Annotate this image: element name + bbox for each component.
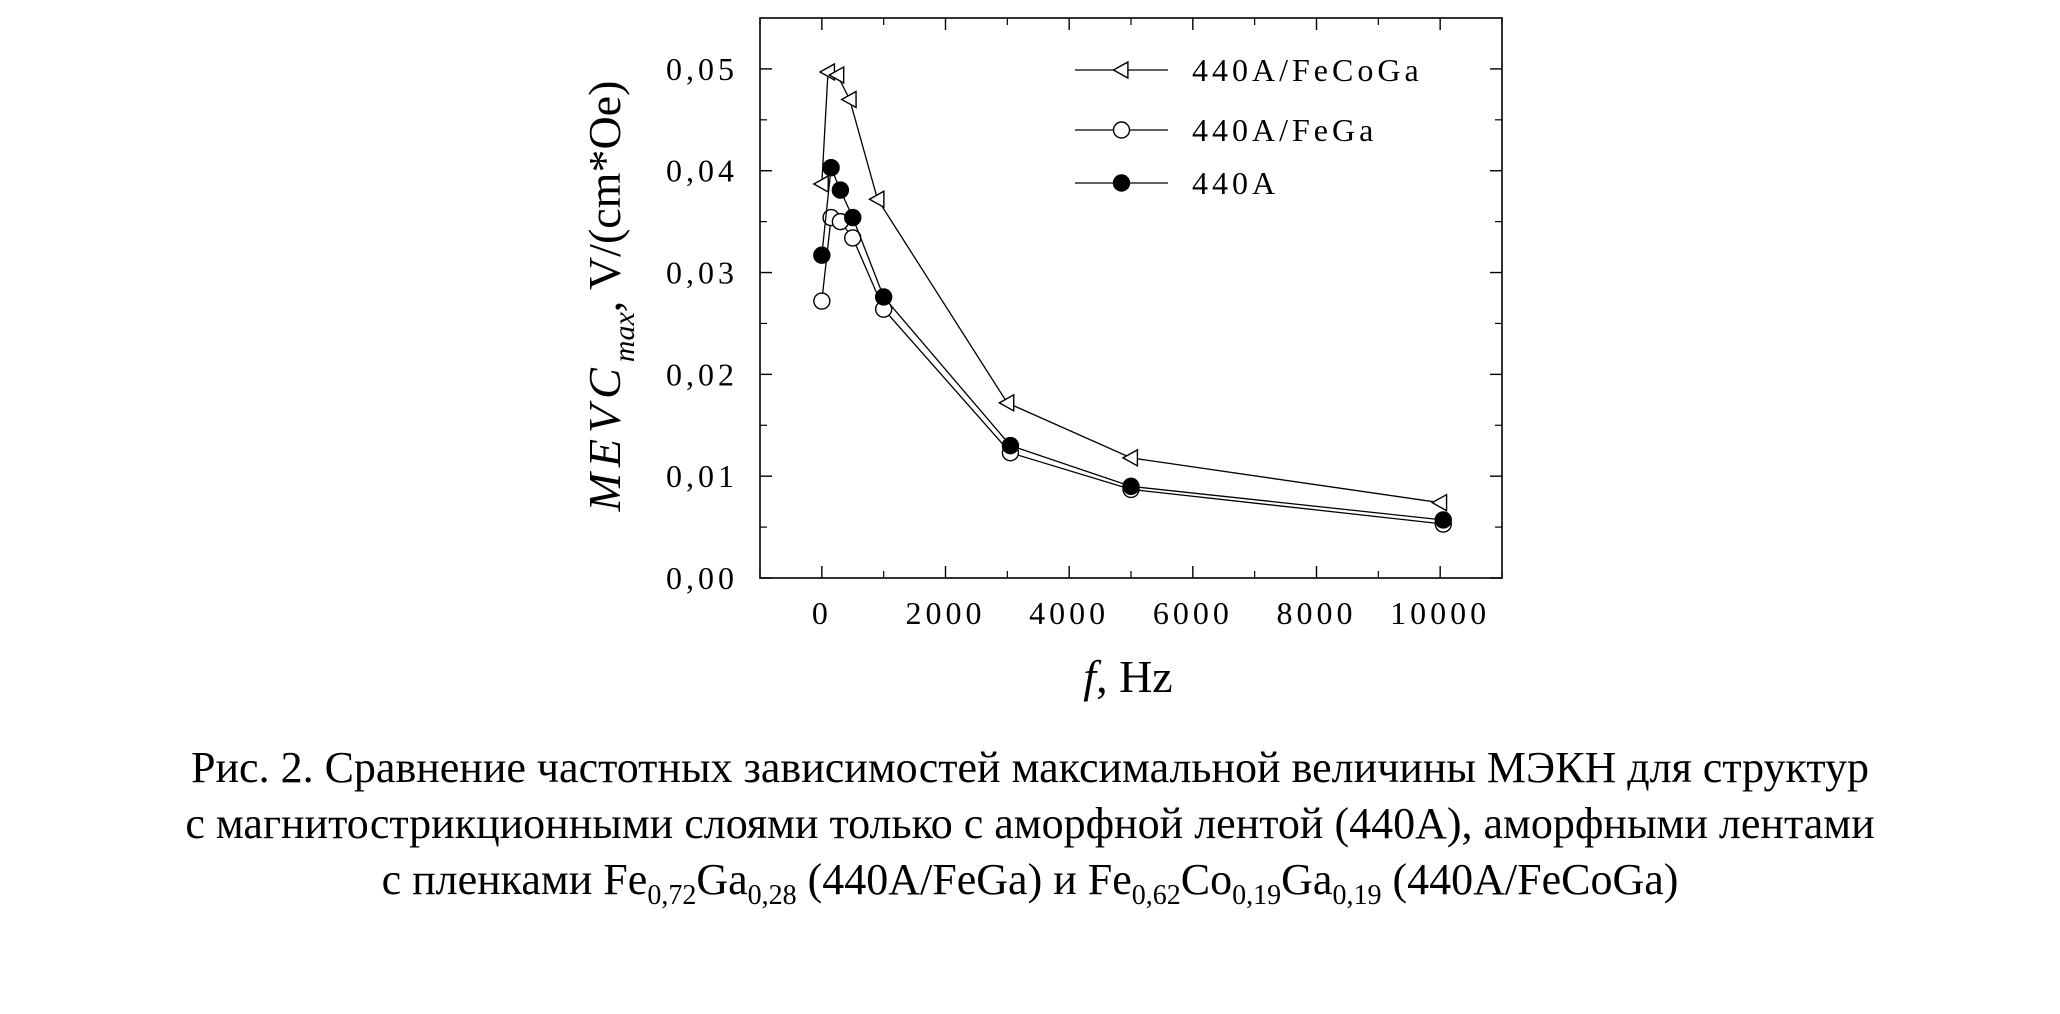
- chart: 0 2000 4000 6000 8000 10000 0,00 0,01 0,02 0,03 0,…: [579, 17, 1503, 702]
- caption-line-1: Рис. 2. Сравнение частотных зависимостей…: [191, 743, 1869, 792]
- x-tick-label: 4000: [1029, 595, 1109, 631]
- y-tick-label: 0,05: [666, 51, 738, 87]
- legend-label: 440A/FeGa: [1192, 112, 1377, 148]
- legend-label: 440A: [1192, 165, 1279, 201]
- x-tick-label: 8000: [1277, 595, 1357, 631]
- x-axis-title: f, Hz: [1083, 651, 1172, 702]
- data-series: [812, 62, 1452, 533]
- data-point: [1430, 493, 1448, 512]
- y-tick-label: 0,04: [666, 153, 738, 189]
- legend-label: 440A/FeCoGa: [1192, 52, 1423, 88]
- data-point: [874, 288, 893, 306]
- y-tick-label: 0,01: [666, 458, 738, 494]
- data-point: [813, 246, 831, 264]
- legend-marker: [1112, 174, 1131, 192]
- data-point: [844, 208, 862, 227]
- data-point: [1434, 511, 1452, 529]
- series-440a-fecoga: [812, 62, 1448, 512]
- axis-ticks: [759, 18, 1503, 579]
- caption-line-3: с пленками Fe0,72Ga0,28 (440A/FeGa) и Fe…: [381, 855, 1679, 911]
- x-tick-label: 2000: [906, 595, 986, 631]
- legend-marker: [1112, 121, 1131, 139]
- data-point: [822, 158, 840, 177]
- data-point: [812, 174, 829, 194]
- series-440a: [813, 158, 1452, 529]
- y-tick-label: 0,03: [666, 255, 738, 291]
- data-point: [827, 65, 845, 85]
- axis-tick-labels: 0 2000 4000 6000 8000 10000 0,00 0,01 0,02 0,03 0,…: [666, 51, 1490, 631]
- y-axis-title: MEVCmax, V/(cm*Oe): [579, 81, 641, 513]
- caption-line-2: с магнитострикционными слоями только с а…: [185, 799, 1875, 848]
- y-tick-label: 0,02: [666, 356, 738, 392]
- data-point: [997, 393, 1015, 413]
- legend-item: 440A/FeGa: [1075, 112, 1377, 148]
- data-point: [1121, 448, 1139, 468]
- data-point: [840, 90, 857, 109]
- data-point: [831, 181, 850, 199]
- x-tick-label: 10000: [1390, 595, 1490, 631]
- y-tick-label: 0,00: [666, 560, 738, 596]
- data-point: [868, 190, 885, 209]
- legend-item: 440A/FeCoGa: [1075, 52, 1423, 88]
- data-point: [1001, 436, 1020, 455]
- legend: 440A/FeCoGa 440A/FeGa 440A: [1075, 52, 1423, 201]
- legend-marker: [1112, 60, 1129, 80]
- x-tick-label: 6000: [1153, 595, 1233, 631]
- x-tick-label: 0: [812, 595, 832, 631]
- data-point: [813, 292, 831, 310]
- data-point: [1122, 477, 1140, 496]
- legend-item: 440A: [1075, 165, 1279, 201]
- figure-caption: Рис. 2. Сравнение частотных зависимостей…: [30, 740, 2030, 911]
